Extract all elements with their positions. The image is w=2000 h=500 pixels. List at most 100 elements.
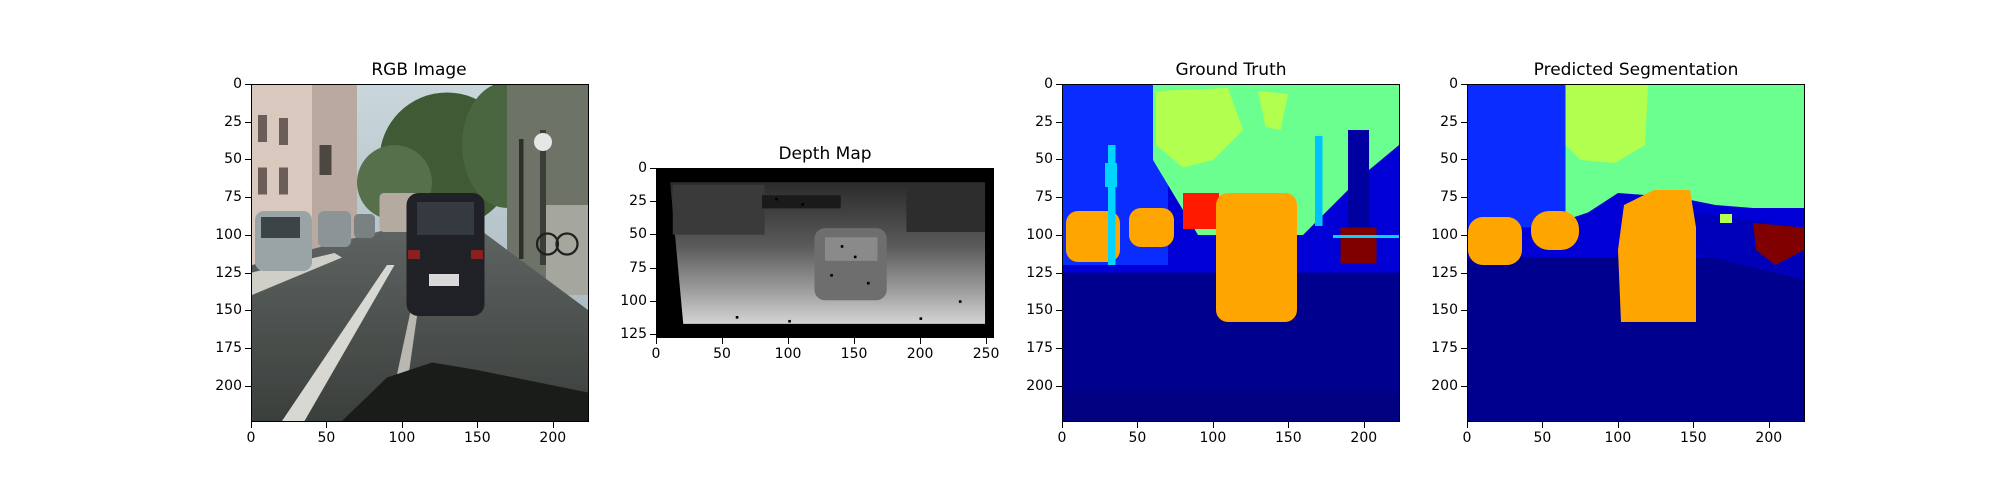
y-tick-label: 100 bbox=[620, 292, 647, 309]
y-tick-label: 0 bbox=[233, 76, 242, 92]
y-tick-mark bbox=[1461, 159, 1467, 161]
y-tick-mark bbox=[1056, 385, 1062, 387]
ground-truth-mask bbox=[1062, 84, 1400, 422]
y-tick-mark bbox=[245, 348, 251, 350]
x-tick-label: 200 bbox=[906, 346, 934, 362]
y-tick-mark bbox=[1056, 348, 1062, 350]
y-tick-label: 25 bbox=[1035, 113, 1053, 130]
y-tick-mark bbox=[1461, 272, 1467, 274]
panel-title: Predicted Segmentation bbox=[1533, 60, 1739, 80]
x-tick-mark bbox=[1212, 422, 1214, 428]
y-tick-mark bbox=[1461, 310, 1467, 312]
y-tick-mark bbox=[245, 272, 251, 274]
y-tick-label: 175 bbox=[1026, 340, 1053, 357]
y-tick-mark bbox=[245, 159, 251, 161]
x-tick-label: 100 bbox=[1199, 430, 1227, 446]
x-tick-mark bbox=[552, 422, 554, 428]
x-tick-label: 200 bbox=[1755, 430, 1783, 446]
y-tick-mark bbox=[1056, 121, 1062, 123]
y-tick-label: 0 bbox=[1044, 76, 1053, 92]
y-tick-mark bbox=[1056, 84, 1062, 85]
x-tick-label: 200 bbox=[539, 430, 567, 446]
x-tick-label: 150 bbox=[1274, 430, 1302, 446]
y-tick-mark bbox=[650, 234, 656, 236]
y-tick-mark bbox=[650, 300, 656, 302]
y-tick-label: 175 bbox=[1431, 340, 1458, 357]
y-tick-label: 100 bbox=[1026, 226, 1053, 243]
y-tick-mark bbox=[1461, 348, 1467, 350]
x-tick-mark bbox=[920, 338, 922, 344]
x-tick-label: 50 bbox=[1533, 430, 1552, 446]
x-tick-mark bbox=[1363, 422, 1365, 428]
y-tick-mark bbox=[1056, 310, 1062, 312]
depth-render bbox=[657, 169, 993, 337]
x-tick-mark bbox=[477, 422, 479, 428]
segmentation-mask bbox=[1468, 85, 1804, 421]
y-tick-label: 25 bbox=[1440, 113, 1458, 130]
y-tick-label: 125 bbox=[215, 264, 242, 281]
y-tick-mark bbox=[1056, 197, 1062, 199]
y-tick-mark bbox=[650, 168, 656, 169]
x-tick-mark bbox=[1542, 422, 1544, 428]
x-tick-label: 100 bbox=[1604, 430, 1632, 446]
x-tick-mark bbox=[251, 422, 252, 428]
x-tick-mark bbox=[854, 338, 856, 344]
y-tick-label: 200 bbox=[1026, 377, 1053, 394]
x-tick-label: 0 bbox=[1057, 430, 1067, 446]
y-tick-mark bbox=[245, 84, 251, 85]
y-tick-label: 125 bbox=[620, 326, 647, 343]
x-tick-mark bbox=[326, 422, 328, 428]
x-tick-mark bbox=[986, 338, 988, 344]
x-tick-mark bbox=[1768, 422, 1770, 428]
y-tick-mark bbox=[245, 197, 251, 199]
y-tick-mark bbox=[245, 385, 251, 387]
segmentation-mask bbox=[1063, 85, 1399, 421]
y-tick-label: 200 bbox=[215, 377, 242, 394]
x-tick-mark bbox=[1062, 422, 1063, 428]
y-tick-mark bbox=[650, 334, 656, 336]
street-photo bbox=[252, 85, 588, 421]
y-tick-mark bbox=[650, 201, 656, 203]
y-tick-mark bbox=[245, 121, 251, 123]
x-tick-label: 150 bbox=[1679, 430, 1707, 446]
y-tick-label: 25 bbox=[224, 113, 242, 130]
y-tick-label: 125 bbox=[1431, 264, 1458, 281]
y-tick-label: 50 bbox=[629, 226, 647, 243]
x-tick-label: 150 bbox=[840, 346, 868, 362]
y-tick-label: 200 bbox=[1431, 377, 1458, 394]
y-tick-mark bbox=[1461, 121, 1467, 123]
x-tick-label: 0 bbox=[246, 430, 256, 446]
y-tick-label: 75 bbox=[629, 259, 647, 276]
y-tick-mark bbox=[1056, 159, 1062, 161]
x-tick-label: 250 bbox=[972, 346, 1000, 362]
panel-title: Ground Truth bbox=[1175, 60, 1287, 80]
y-tick-mark bbox=[245, 234, 251, 236]
x-tick-mark bbox=[1693, 422, 1695, 428]
y-tick-label: 75 bbox=[1440, 189, 1458, 206]
y-tick-label: 50 bbox=[224, 151, 242, 168]
y-tick-label: 75 bbox=[1035, 189, 1053, 206]
x-tick-label: 50 bbox=[1128, 430, 1147, 446]
x-tick-label: 0 bbox=[651, 346, 661, 362]
y-tick-label: 100 bbox=[215, 226, 242, 243]
x-tick-label: 100 bbox=[388, 430, 416, 446]
panel-title: RGB Image bbox=[371, 60, 467, 80]
y-tick-label: 150 bbox=[215, 302, 242, 319]
x-tick-mark bbox=[1137, 422, 1139, 428]
y-tick-mark bbox=[1461, 84, 1467, 85]
x-tick-label: 200 bbox=[1350, 430, 1378, 446]
y-tick-mark bbox=[1056, 272, 1062, 274]
rgb-image bbox=[251, 84, 589, 422]
y-tick-mark bbox=[1461, 385, 1467, 387]
x-tick-mark bbox=[1288, 422, 1290, 428]
x-tick-mark bbox=[1467, 422, 1468, 428]
x-tick-mark bbox=[788, 338, 790, 344]
y-tick-label: 50 bbox=[1035, 151, 1053, 168]
x-tick-label: 50 bbox=[317, 430, 336, 446]
x-tick-mark bbox=[656, 338, 657, 344]
predicted-mask bbox=[1467, 84, 1805, 422]
depth-map-image bbox=[656, 168, 994, 338]
y-tick-mark bbox=[1461, 197, 1467, 199]
x-tick-label: 150 bbox=[463, 430, 491, 446]
y-tick-mark bbox=[245, 310, 251, 312]
